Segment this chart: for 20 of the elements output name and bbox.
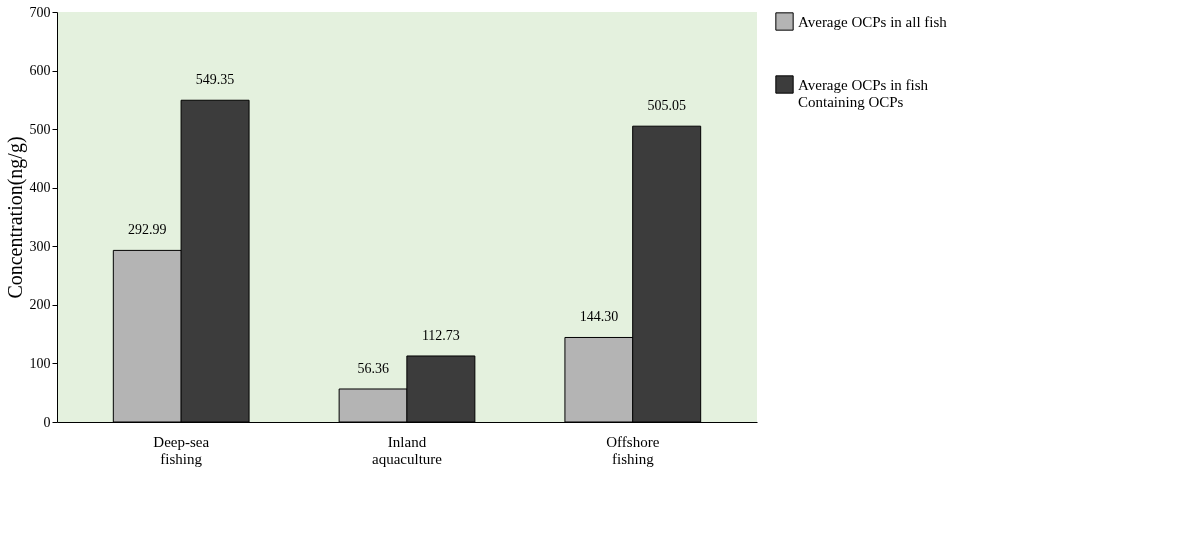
- legend-label: Average OCPs in all fish: [798, 13, 948, 30]
- y-tick-label: 500: [29, 121, 51, 137]
- data-label: 505.05: [647, 98, 686, 114]
- data-label: 56.36: [357, 360, 389, 376]
- y-tick-label: 400: [29, 180, 51, 196]
- y-tick-label: 100: [29, 355, 51, 371]
- data-label: 144.30: [579, 309, 619, 325]
- x-tick-label: Offshore fishing: [606, 433, 660, 467]
- x-tick-label: Inland aquaculture: [372, 433, 443, 467]
- x-tick-label: Deep-sea fishing: [153, 433, 210, 467]
- y-tick-label: 0: [43, 414, 51, 430]
- y-tick-label: 600: [29, 63, 51, 79]
- data-label: 292.99: [128, 222, 167, 238]
- data-label: 112.73: [421, 327, 460, 343]
- y-tick-label: 700: [29, 4, 51, 20]
- data-label: 549.35: [195, 72, 235, 88]
- y-tick-label: 300: [29, 238, 51, 254]
- y-tick-label: 200: [29, 297, 51, 313]
- legend-label: Average OCPs in fish Containing OCPs: [798, 76, 929, 110]
- y-axis-title: Concentration(ng/g): [3, 136, 27, 299]
